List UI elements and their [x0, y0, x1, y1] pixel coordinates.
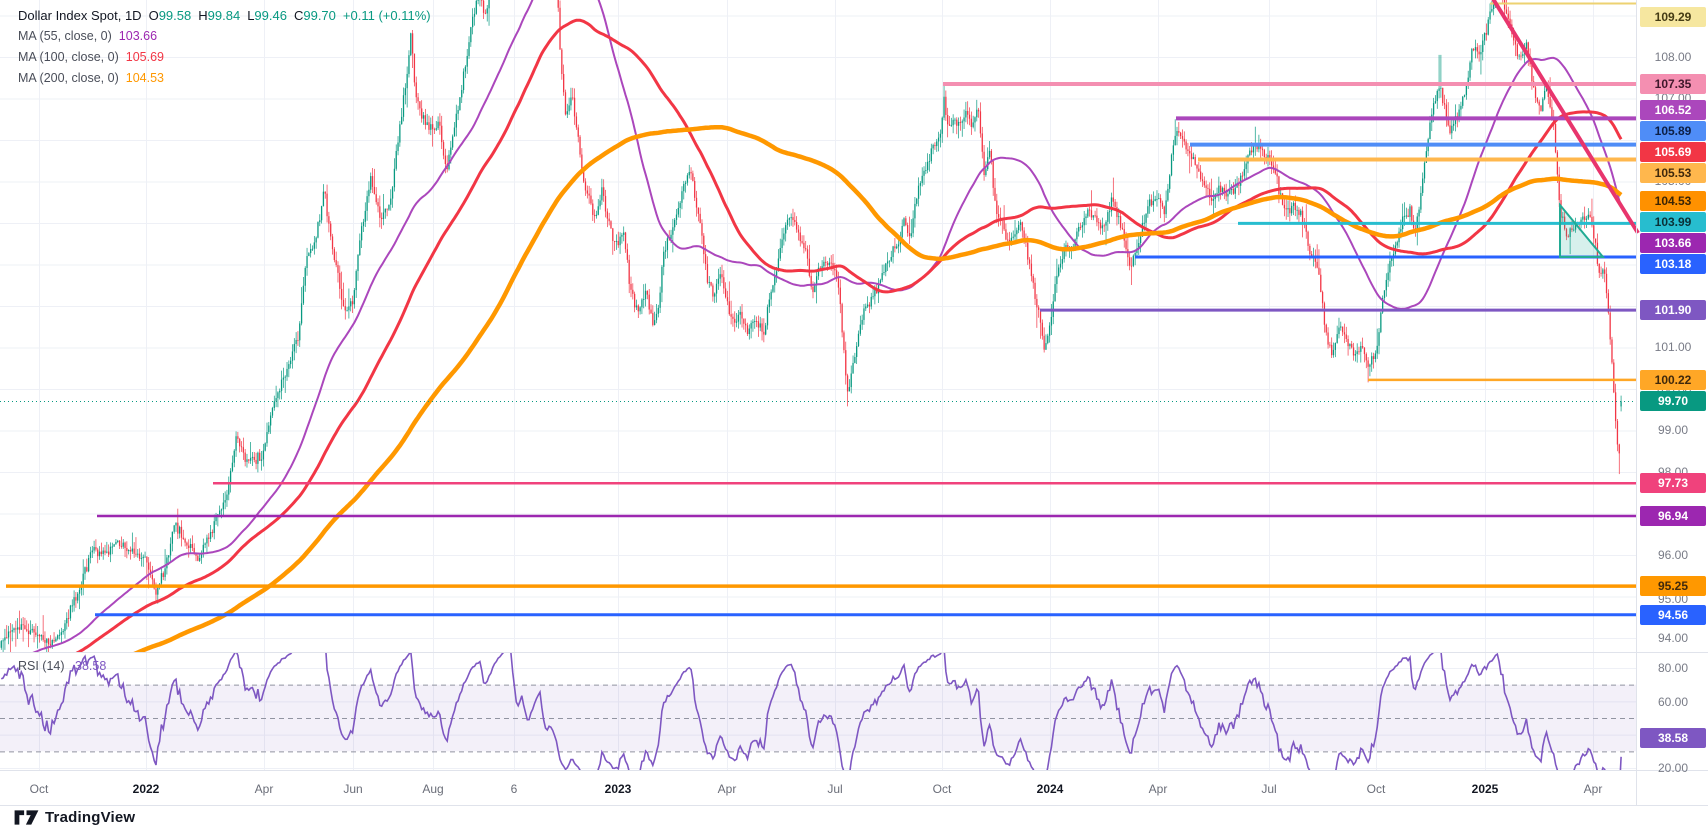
- legend: Dollar Index Spot, 1D O99.58 H99.84 L99.46 C…: [18, 6, 431, 89]
- ma100-label: MA (100, close, 0): [18, 50, 119, 64]
- rsi-pane[interactable]: [0, 638, 1636, 793]
- gridlines: [0, 0, 1636, 770]
- candlestick-series: [0, 0, 1622, 652]
- rsi-line: [0, 652, 1622, 770]
- rsi-label: RSI (14): [18, 659, 65, 673]
- rsi-legend[interactable]: RSI (14) 38.58: [18, 659, 106, 673]
- low-value: 99.46: [254, 8, 287, 23]
- ma200-row[interactable]: MA (200, close, 0) 104.53: [18, 68, 431, 88]
- symbol-title: Dollar Index Spot, 1D: [18, 8, 142, 23]
- open-value: 99.58: [158, 8, 192, 23]
- horizontal-levels: [6, 2, 1636, 617]
- ma-100-line[interactable]: [0, 18, 1623, 681]
- symbol-row[interactable]: Dollar Index Spot, 1D O99.58 H99.84 L99.46 C…: [18, 6, 431, 25]
- tradingview-logo[interactable]: TradingView: [14, 809, 135, 826]
- ma-200-line[interactable]: [0, 124, 1623, 709]
- low-letter: L: [247, 8, 255, 23]
- ma100-row[interactable]: MA (100, close, 0) 105.69: [18, 47, 431, 67]
- close-letter: C: [293, 8, 304, 23]
- ma-55-line[interactable]: [0, 0, 1623, 670]
- ma200-label: MA (200, close, 0): [18, 71, 119, 85]
- descending-trendline[interactable]: [1490, 0, 1640, 235]
- ma55-label: MA (55, close, 0): [18, 29, 112, 43]
- high-letter: H: [198, 8, 208, 23]
- ma55-value: 103.66: [118, 29, 158, 43]
- close-value: 99.70: [303, 8, 336, 23]
- open-letter: O: [148, 8, 159, 23]
- rsi-value: 38.58: [75, 659, 107, 673]
- ma55-row[interactable]: MA (55, close, 0) 103.66: [18, 26, 431, 46]
- change-value: +0.11 (+0.11%): [342, 8, 431, 23]
- triangle-pattern[interactable]: [1559, 202, 1606, 258]
- ma200-value: 104.53: [125, 71, 164, 85]
- tradingview-logo-text: TradingView: [45, 809, 136, 826]
- tradingview-logo-icon: [14, 810, 39, 825]
- moving-averages: [0, 0, 1623, 709]
- high-value: 99.84: [207, 8, 241, 23]
- ma100-value: 105.69: [125, 50, 164, 64]
